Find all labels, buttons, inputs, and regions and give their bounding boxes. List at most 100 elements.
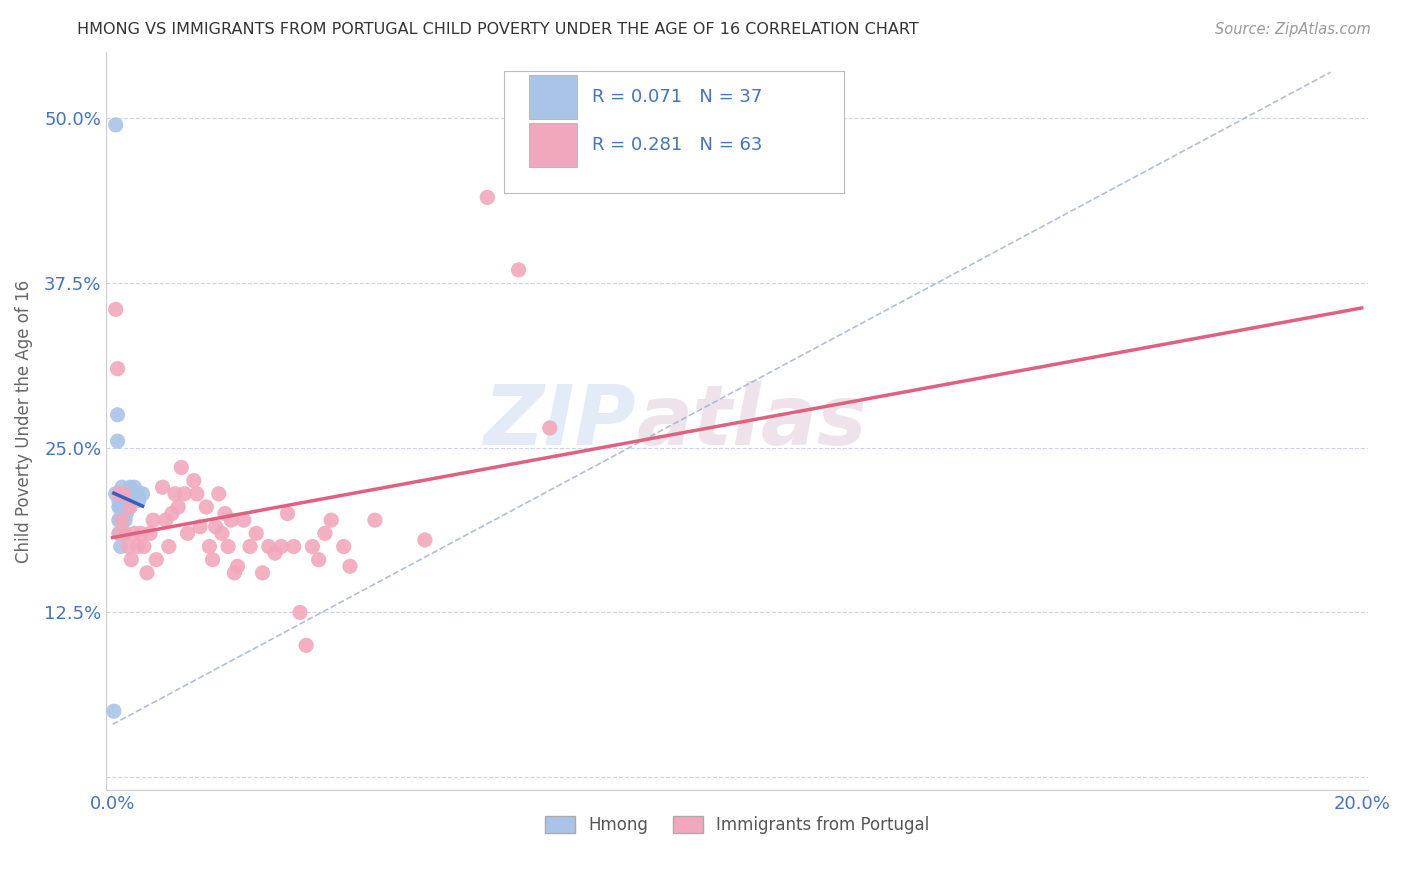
Point xyxy=(124,526,146,541)
Point xyxy=(176,526,198,541)
Point xyxy=(111,493,134,508)
Point xyxy=(252,566,274,580)
Point xyxy=(232,513,254,527)
Point xyxy=(110,526,132,541)
Point xyxy=(201,552,224,566)
Point xyxy=(131,487,153,501)
Point xyxy=(413,533,436,547)
Point xyxy=(183,474,205,488)
Legend: Hmong, Immigrants from Portugal: Hmong, Immigrants from Portugal xyxy=(538,809,936,841)
Point xyxy=(114,513,136,527)
Point xyxy=(132,540,155,554)
Point xyxy=(538,421,561,435)
Point xyxy=(198,540,221,554)
Point xyxy=(167,500,190,514)
Point xyxy=(108,487,131,501)
Point xyxy=(226,559,249,574)
Point xyxy=(108,526,131,541)
Point xyxy=(127,540,149,554)
Point xyxy=(160,507,183,521)
Point xyxy=(157,540,180,554)
Point xyxy=(308,552,330,566)
Point xyxy=(295,638,318,652)
Point xyxy=(239,540,262,554)
Point xyxy=(115,507,138,521)
Point xyxy=(120,500,142,514)
Point xyxy=(111,513,134,527)
Point xyxy=(108,526,131,541)
FancyBboxPatch shape xyxy=(503,70,845,193)
Point xyxy=(214,507,236,521)
Point xyxy=(173,487,195,501)
Point xyxy=(152,480,174,494)
Point xyxy=(186,487,208,501)
Point xyxy=(104,487,127,501)
Point xyxy=(114,526,136,541)
Text: Source: ZipAtlas.com: Source: ZipAtlas.com xyxy=(1215,22,1371,37)
Point xyxy=(103,704,125,718)
Point xyxy=(208,487,231,501)
Point xyxy=(124,480,146,494)
Point xyxy=(117,487,139,501)
Point xyxy=(127,487,149,501)
Point xyxy=(165,487,187,501)
Point xyxy=(112,513,135,527)
Point xyxy=(321,513,343,527)
Text: ZIP: ZIP xyxy=(484,381,637,462)
Point xyxy=(219,513,242,527)
Text: R = 0.071   N = 37: R = 0.071 N = 37 xyxy=(592,87,762,106)
Point xyxy=(108,513,131,527)
Point xyxy=(314,526,336,541)
Point xyxy=(477,190,499,204)
Point xyxy=(110,540,132,554)
Point xyxy=(107,434,129,449)
Point xyxy=(145,552,167,566)
Point xyxy=(120,493,142,508)
FancyBboxPatch shape xyxy=(529,75,576,119)
Point xyxy=(111,507,134,521)
Point xyxy=(112,500,135,514)
Point xyxy=(257,540,280,554)
Point xyxy=(245,526,267,541)
Point xyxy=(364,513,387,527)
Point xyxy=(108,487,131,501)
Point xyxy=(264,546,287,560)
Point xyxy=(117,540,139,554)
Point xyxy=(114,500,136,514)
Point xyxy=(107,361,129,376)
Point xyxy=(128,493,150,508)
Point xyxy=(108,500,131,514)
Point xyxy=(120,480,142,494)
Point xyxy=(224,566,246,580)
Point xyxy=(283,540,305,554)
Point xyxy=(120,487,142,501)
Point xyxy=(170,460,193,475)
Point xyxy=(136,566,159,580)
Point xyxy=(129,526,152,541)
Point xyxy=(142,513,165,527)
Point xyxy=(115,493,138,508)
Point xyxy=(104,118,127,132)
Point xyxy=(195,500,218,514)
Point xyxy=(121,493,143,508)
Point xyxy=(108,493,131,508)
Point xyxy=(108,513,131,527)
Y-axis label: Child Poverty Under the Age of 16: Child Poverty Under the Age of 16 xyxy=(15,280,32,563)
Text: R = 0.281   N = 63: R = 0.281 N = 63 xyxy=(592,136,762,153)
Point xyxy=(155,513,177,527)
Point xyxy=(217,540,239,554)
Point xyxy=(117,500,139,514)
Point xyxy=(120,552,142,566)
Text: atlas: atlas xyxy=(637,381,868,462)
Point xyxy=(125,487,148,501)
Point xyxy=(104,302,127,317)
FancyBboxPatch shape xyxy=(529,122,576,167)
Point xyxy=(301,540,323,554)
Point xyxy=(139,526,162,541)
Point xyxy=(508,263,530,277)
Point xyxy=(114,487,136,501)
Point xyxy=(107,408,129,422)
Point xyxy=(332,540,354,554)
Point xyxy=(339,559,361,574)
Point xyxy=(112,487,135,501)
